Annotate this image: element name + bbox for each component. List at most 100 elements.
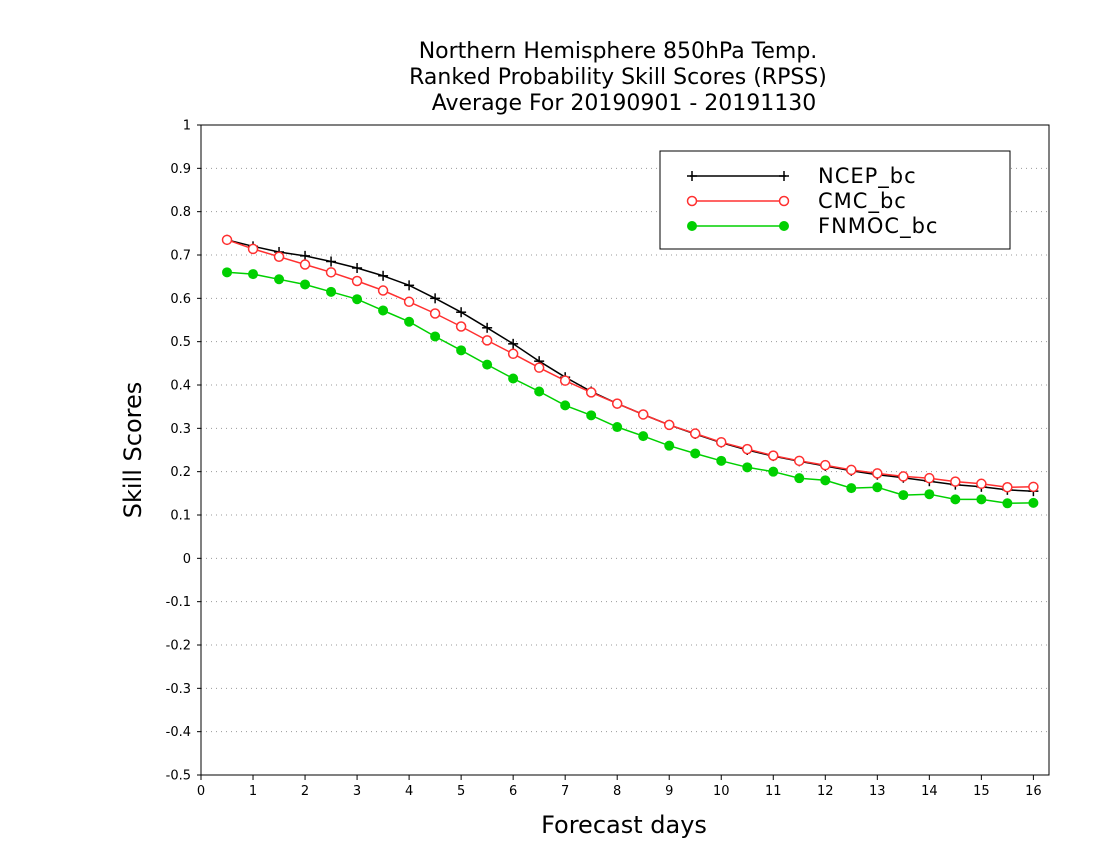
x-tick-label: 2 [301, 784, 309, 799]
data-point-fnmoc-bc [872, 482, 883, 493]
title-line-2: Ranked Probability Skill Scores (RPSS) [409, 65, 827, 90]
series-line-cmc-bc [226, 239, 1034, 489]
data-point-cmc-bc [950, 476, 961, 487]
x-tick-label: 12 [817, 784, 834, 799]
data-point-cmc-bc [924, 472, 935, 484]
data-point-cmc-bc [1028, 481, 1039, 493]
y-tick-label: -0.5 [166, 769, 191, 784]
x-tick-label: 9 [665, 784, 673, 799]
legend-label: FNMOC_bc [818, 214, 938, 239]
data-point-cmc-bc [637, 409, 649, 420]
y-tick-label: 0.1 [170, 509, 191, 524]
data-point-fnmoc-bc [404, 316, 415, 327]
data-point-cmc-bc [715, 436, 727, 448]
x-tick-label: 11 [765, 784, 782, 799]
data-point-fnmoc-bc [716, 455, 727, 466]
data-point-fnmoc-bc [326, 286, 337, 297]
data-point-fnmoc-bc [768, 466, 779, 477]
y-tick-label: 0.8 [170, 205, 191, 220]
data-point-fnmoc-bc [612, 422, 623, 433]
data-point-cmc-bc [742, 443, 753, 455]
legend-label: CMC_bc [818, 189, 907, 214]
legend-label: NCEP_bc [818, 164, 917, 189]
data-point-ncep-bc [482, 322, 493, 333]
data-point-cmc-bc [273, 251, 285, 262]
legend-entry-fnmoc-bc: FNMOC_bc [687, 214, 938, 239]
data-point-ncep-bc [352, 263, 363, 273]
data-point-cmc-bc [872, 468, 883, 479]
data-point-fnmoc-bc [742, 462, 753, 473]
y-tick-label: 0.7 [170, 249, 191, 264]
data-point-fnmoc-bc [794, 473, 805, 484]
legend-entry-cmc-bc: CMC_bc [686, 189, 907, 214]
title-line-3: Average For 20190901 - 20191130 [432, 91, 817, 116]
data-point-cmc-bc [898, 471, 909, 482]
x-tick-label: 16 [1025, 784, 1042, 799]
data-point-ncep-bc [456, 307, 467, 318]
data-point-cmc-bc [403, 296, 415, 308]
x-tick-label: 5 [457, 784, 465, 799]
y-axis-ticks: 1 0.9 0.8 0.7 0.6 0.5 0.4 0.3 0.2 0.1 0 -0.1 -0.2 -0.… [166, 119, 201, 784]
data-point-fnmoc-bc [898, 490, 909, 501]
series-fnmoc-bc [222, 267, 1039, 509]
chart-title: Northern Hemisphere 850hPa Temp. Ranked … [409, 39, 827, 116]
series-layer [221, 234, 1039, 509]
data-point-cmc-bc [221, 234, 233, 246]
data-point-fnmoc-bc [508, 373, 519, 384]
data-point-fnmoc-bc [430, 331, 441, 342]
x-tick-label: 15 [973, 784, 990, 799]
data-point-cmc-bc [689, 428, 701, 439]
data-point-cmc-bc [351, 275, 363, 287]
legend-marker [779, 221, 789, 231]
data-point-cmc-bc [794, 455, 805, 467]
data-point-cmc-bc [976, 478, 987, 490]
y-tick-label: 1 [183, 119, 191, 134]
y-tick-label: 0.5 [170, 335, 191, 350]
data-point-fnmoc-bc [846, 483, 857, 494]
x-axis-title: Forecast days [541, 811, 707, 839]
y-tick-label: -0.4 [166, 725, 191, 740]
legend-marker [687, 221, 697, 231]
legend-marker [779, 171, 789, 181]
data-point-cmc-bc [299, 259, 311, 270]
data-point-cmc-bc [429, 308, 441, 319]
data-point-fnmoc-bc [352, 294, 363, 305]
data-point-cmc-bc [820, 459, 831, 471]
data-point-fnmoc-bc [664, 440, 675, 451]
data-point-fnmoc-bc [560, 400, 571, 411]
data-point-ncep-bc [300, 250, 311, 261]
data-point-ncep-bc [378, 270, 389, 281]
data-point-fnmoc-bc [248, 269, 259, 280]
x-tick-label: 6 [509, 784, 517, 799]
data-point-fnmoc-bc [924, 489, 935, 500]
x-tick-label: 3 [353, 784, 361, 799]
legend-marker [686, 195, 698, 207]
y-tick-label: 0.2 [170, 465, 191, 480]
x-tick-label: 10 [713, 784, 730, 799]
data-point-fnmoc-bc [586, 410, 597, 421]
y-tick-label: 0.6 [170, 292, 191, 307]
x-tick-label: 7 [561, 784, 569, 799]
y-tick-label: -0.2 [166, 639, 191, 654]
data-point-fnmoc-bc [820, 475, 831, 486]
data-point-fnmoc-bc [274, 274, 285, 285]
x-tick-label: 1 [249, 784, 257, 799]
y-tick-label: -0.3 [166, 682, 191, 697]
data-point-fnmoc-bc [222, 267, 233, 278]
data-point-cmc-bc [559, 375, 571, 386]
series-line-fnmoc-bc [226, 271, 1034, 505]
series-cmc-bc [221, 234, 1039, 493]
data-point-cmc-bc [768, 450, 779, 461]
plot-frame [200, 124, 1050, 776]
x-axis-ticks: 0 1 2 3 4 5 6 7 8 9 10 11 12 13 14 15 16 [197, 775, 1042, 799]
data-point-cmc-bc [455, 321, 467, 332]
data-point-fnmoc-bc [482, 359, 493, 370]
x-tick-label: 8 [613, 784, 621, 799]
data-point-cmc-bc [481, 335, 493, 346]
y-tick-label: -0.1 [166, 595, 191, 610]
data-point-fnmoc-bc [378, 305, 389, 316]
data-point-ncep-bc [430, 293, 441, 304]
y-tick-label: 0.3 [170, 422, 191, 437]
